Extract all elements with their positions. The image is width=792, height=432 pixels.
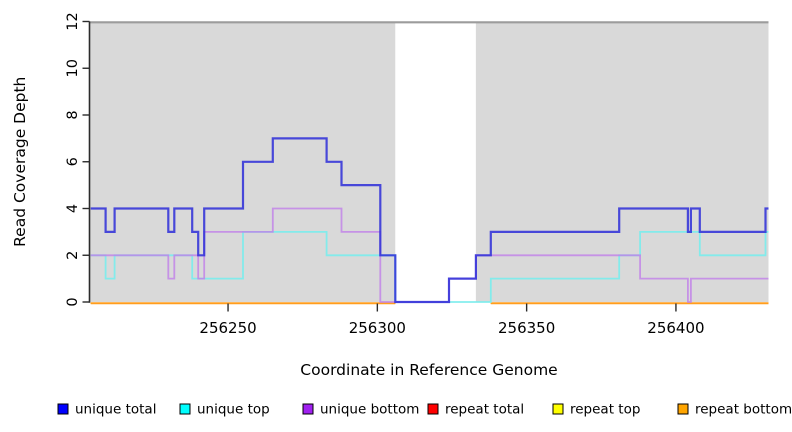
y-axis-tick-label: 2 (65, 251, 81, 260)
x-axis-tick-label: 256300 (349, 319, 406, 337)
series-unique-total-line (90, 137, 769, 304)
legend-swatch-unique-top (179, 403, 191, 415)
x-axis-title: Coordinate in Reference Genome (300, 361, 557, 379)
series-unique-bottom-line (90, 207, 769, 303)
legend-label-unique-total: unique total (75, 402, 156, 418)
legend-swatch-repeat-total (427, 403, 439, 415)
y-axis-tick-label: 12 (65, 12, 81, 30)
y-axis-tick-label: 8 (65, 110, 81, 119)
repeat-region-right-background (475, 22, 769, 302)
legend-swatch-unique-total (57, 403, 69, 415)
y-axis-title: Read Coverage Depth (11, 77, 29, 247)
legend-swatch-unique-bottom (302, 403, 314, 415)
legend-swatch-repeat-bottom (677, 403, 689, 415)
legend-label-repeat-top: repeat top (570, 402, 640, 418)
legend-label-repeat-bottom: repeat bottom (695, 402, 792, 418)
x-axis-tick-label: 256250 (199, 319, 256, 337)
y-axis-tick-label: 6 (65, 157, 81, 166)
legend-label-unique-top: unique top (197, 402, 270, 418)
y-axis-tick-label: 4 (65, 204, 81, 213)
x-axis-tick-label: 256400 (647, 319, 704, 337)
x-axis-tick-label: 256350 (498, 319, 555, 337)
legend-label-unique-bottom: unique bottom (320, 402, 419, 418)
legend-label-repeat-total: repeat total (445, 402, 524, 418)
y-axis-tick-label: 0 (65, 297, 81, 306)
y-axis-tick-label: 10 (65, 59, 81, 77)
legend-swatch-repeat-top (552, 403, 564, 415)
